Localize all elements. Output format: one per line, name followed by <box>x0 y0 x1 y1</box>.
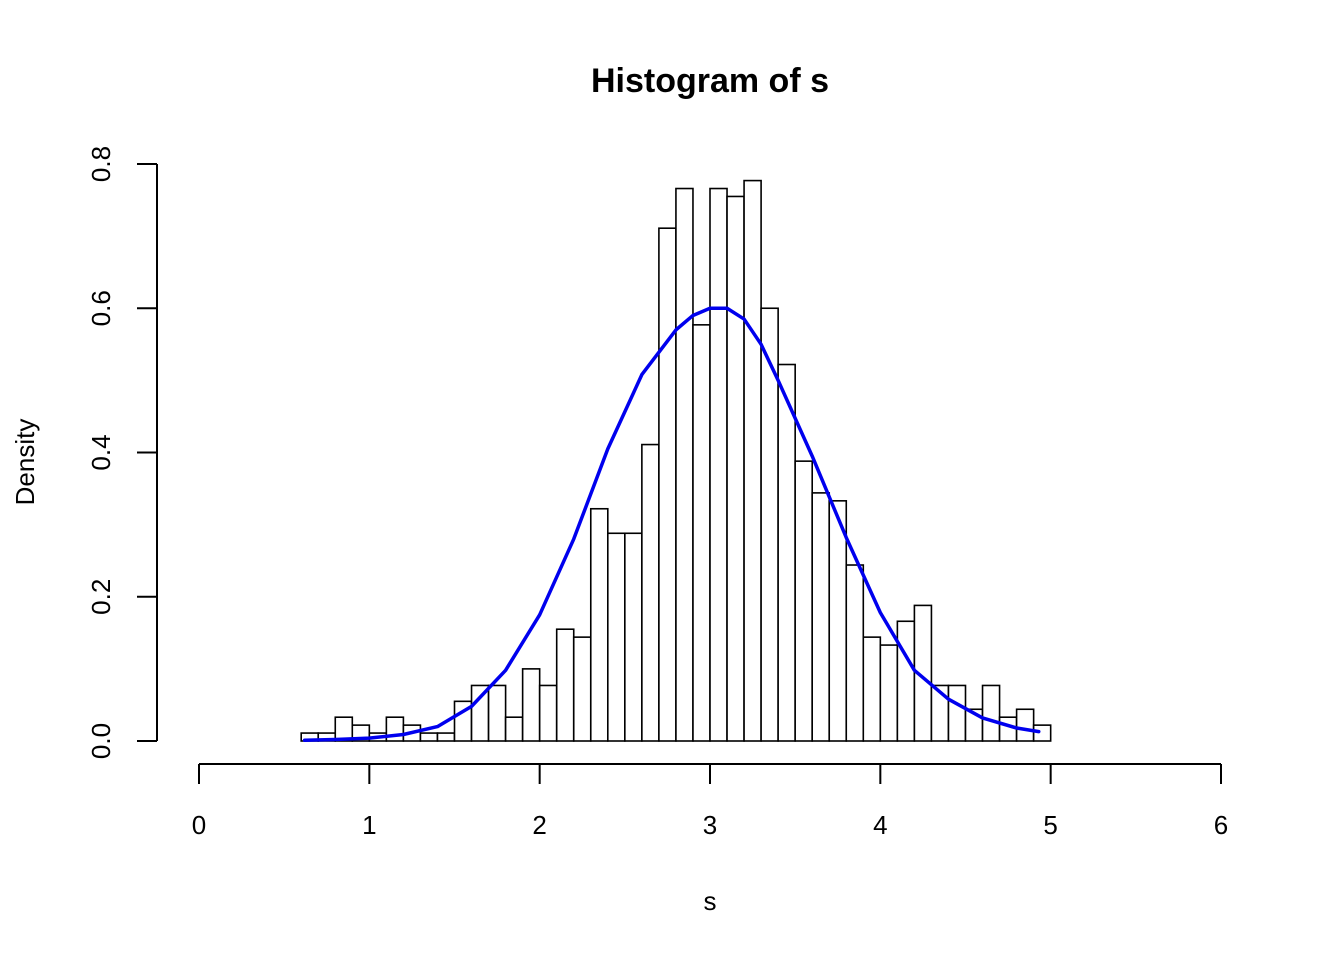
histogram-bar <box>709 187 728 742</box>
histogram-bar <box>572 636 592 742</box>
x-tick-label: 0 <box>192 810 206 840</box>
histogram-bar <box>487 684 507 742</box>
x-axis: 0 1 2 3 4 5 6 <box>192 763 1228 840</box>
histogram-bar <box>743 179 762 742</box>
histogram-bar <box>845 564 865 742</box>
histogram-bar <box>658 227 677 742</box>
histogram-bar <box>419 732 439 742</box>
x-tick-label: 5 <box>1043 810 1057 840</box>
histogram-bar <box>589 507 609 742</box>
histogram-bar <box>641 443 660 742</box>
x-tick-label: 3 <box>703 810 717 840</box>
histogram-bar <box>879 644 899 742</box>
histogram-bar <box>675 187 694 742</box>
y-tick-label: 0.8 <box>86 146 116 182</box>
y-axis-label: Density <box>10 419 40 506</box>
histogram-bars <box>300 179 1052 742</box>
histogram-bar <box>1032 724 1052 742</box>
x-tick-label: 2 <box>532 810 546 840</box>
histogram-bar <box>913 604 933 742</box>
histogram-bar <box>811 492 831 742</box>
histogram-bar <box>896 620 916 742</box>
x-tick-label: 4 <box>873 810 887 840</box>
histogram-bar <box>1015 708 1035 742</box>
histogram-bar <box>777 363 796 742</box>
histogram-bar <box>470 684 490 742</box>
x-tick-label: 1 <box>362 810 376 840</box>
histogram-bar <box>692 324 711 742</box>
x-tick-label: 6 <box>1214 810 1228 840</box>
histogram-bar <box>504 716 524 742</box>
histogram-bar <box>726 195 745 742</box>
chart-title: Histogram of s <box>591 62 829 100</box>
histogram-bar <box>606 532 626 742</box>
histogram-bar <box>947 684 967 742</box>
histogram-bar <box>521 668 541 742</box>
y-tick-label: 0.6 <box>86 290 116 326</box>
histogram-bar <box>436 732 456 742</box>
histogram-bar <box>828 500 848 742</box>
density-curve <box>302 306 1041 743</box>
histogram-bar <box>555 628 575 742</box>
y-axis: 0.0 0.2 0.4 0.6 0.8 <box>86 146 158 759</box>
histogram-bar <box>624 532 643 742</box>
y-tick-label: 0.2 <box>86 579 116 615</box>
histogram-bar <box>862 636 882 742</box>
y-tick-label: 0.4 <box>86 434 116 470</box>
y-tick-label: 0.0 <box>86 723 116 759</box>
histogram-bar <box>998 716 1018 742</box>
histogram-bar <box>538 684 558 742</box>
histogram-bar <box>794 460 814 742</box>
x-axis-label: s <box>704 886 717 916</box>
histogram-bar <box>981 684 1001 742</box>
